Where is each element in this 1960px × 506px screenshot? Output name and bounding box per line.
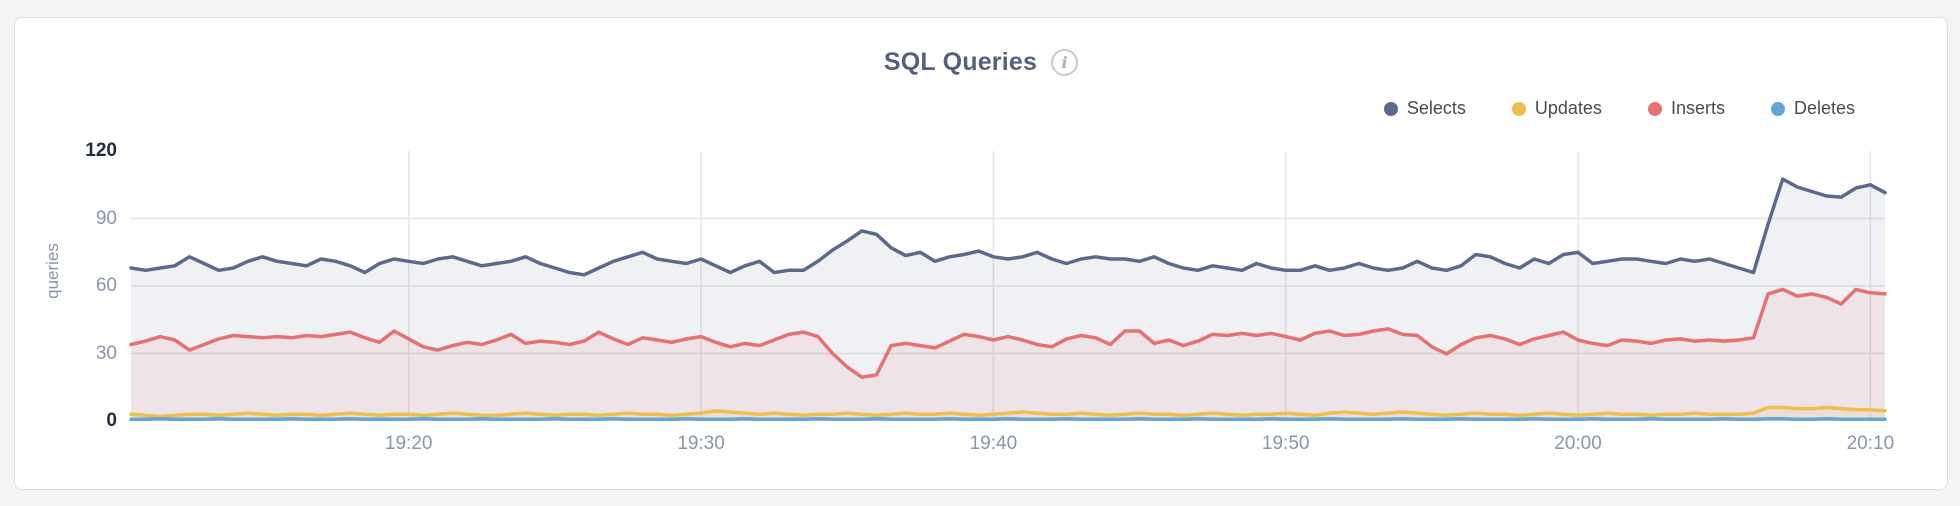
legend-label: Deletes — [1793, 98, 1855, 118]
legend-item-updates[interactable]: Updates — [1511, 98, 1602, 119]
series-area-inserts — [131, 289, 1885, 421]
y-tick-label-90: 90 — [95, 207, 117, 229]
chart-card: SQL Queries i Selects Updates Inserts Delet… — [14, 17, 1948, 490]
info-icon[interactable]: i — [1051, 49, 1079, 76]
series-line-updates — [129, 405, 1887, 419]
legend-dot-updates — [1511, 101, 1526, 116]
legend-dot-deletes — [1770, 101, 1785, 116]
x-tick-label-2000: 20:00 — [1554, 433, 1602, 454]
legend-item-selects[interactable]: Selects — [1383, 98, 1466, 119]
legend-label: Inserts — [1670, 98, 1725, 118]
y-tick-label-30: 30 — [95, 342, 117, 364]
legend: Selects Updates Inserts Deletes — [1383, 98, 1855, 119]
x-tick-label-1930: 19:30 — [677, 433, 725, 454]
legend-item-inserts[interactable]: Inserts — [1647, 98, 1725, 119]
legend-label: Selects — [1406, 98, 1466, 118]
legend-dot-inserts — [1647, 101, 1662, 116]
x-tick-label-1950: 19:50 — [1261, 433, 1310, 454]
legend-dot-selects — [1383, 101, 1398, 116]
y-tick-label-120: 120 — [85, 140, 117, 161]
y-tick-label-0: 0 — [106, 410, 117, 431]
chart-header: SQL Queries i — [15, 48, 1947, 77]
legend-item-deletes[interactable]: Deletes — [1770, 98, 1855, 119]
x-tick-label-1920: 19:20 — [384, 433, 433, 454]
series-area-selects — [131, 179, 1885, 421]
x-tick-label-2010: 20:10 — [1846, 433, 1895, 454]
legend-label: Updates — [1534, 98, 1602, 118]
series-line-inserts — [129, 287, 1887, 379]
y-tick-label-60: 60 — [95, 275, 117, 296]
plot-area[interactable] — [15, 18, 1949, 491]
series-line-selects — [129, 177, 1887, 277]
x-tick-label-1940: 19:40 — [969, 433, 1018, 454]
chart-title: SQL Queries — [883, 48, 1038, 76]
